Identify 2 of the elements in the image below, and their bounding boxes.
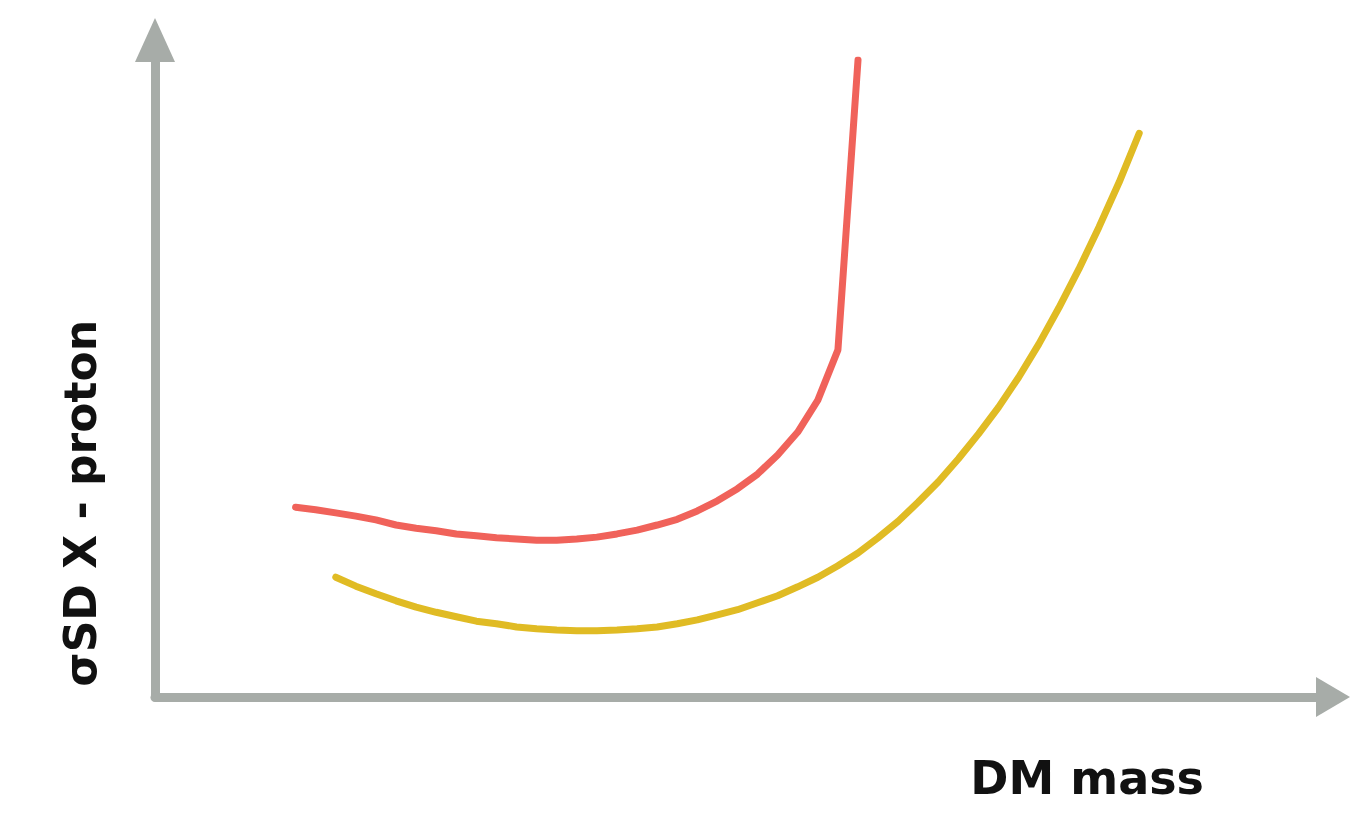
x-axis-title: DM mass xyxy=(970,751,1205,805)
y-axis-title: σSD X - proton xyxy=(54,319,106,687)
